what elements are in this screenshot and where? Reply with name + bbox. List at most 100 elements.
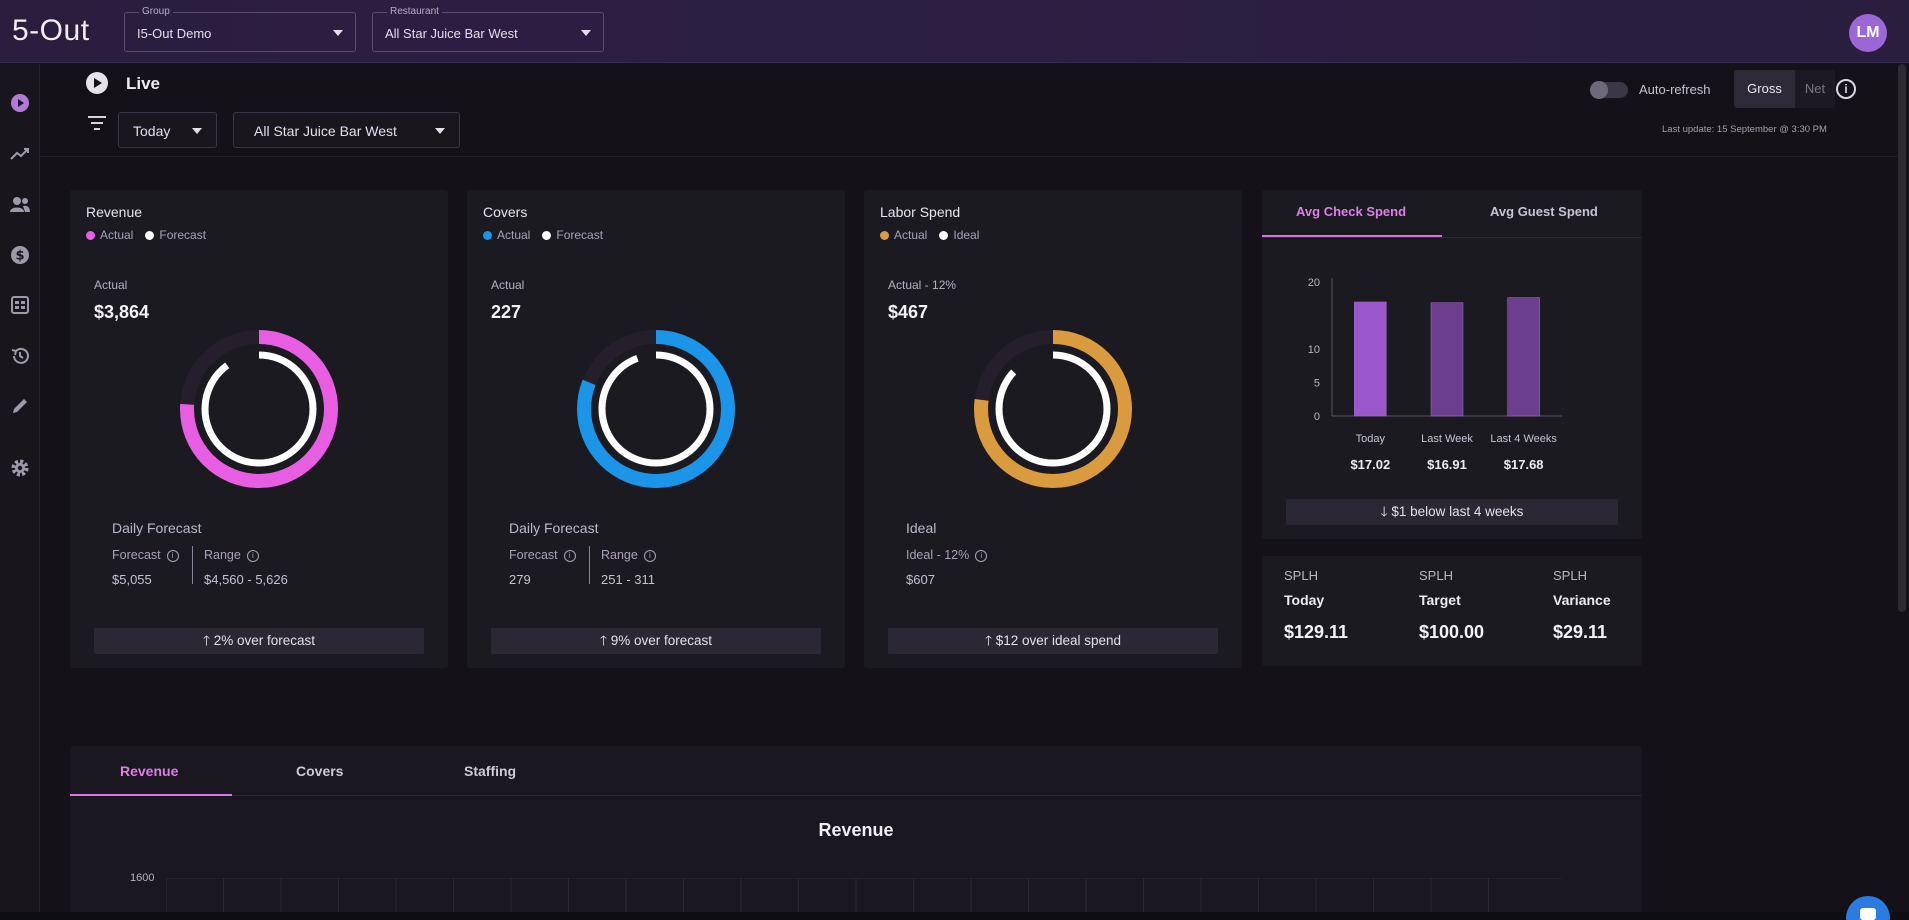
x-tick-label: Last 4 Weeks — [1490, 433, 1557, 445]
bar — [1354, 301, 1387, 417]
kpi-value: $3,864 — [94, 302, 150, 322]
bar-value-label: $17.02 — [1350, 457, 1391, 472]
splh-today: SPLH Today $129.11 — [1284, 568, 1348, 643]
info-icon[interactable]: i — [975, 550, 988, 562]
forecast-label-text: Forecast — [112, 548, 161, 562]
legend-label: Forecast — [556, 228, 604, 242]
legend-dot — [542, 230, 552, 240]
x-tick-label: Today — [1355, 433, 1385, 445]
scrollbar[interactable] — [1898, 64, 1906, 612]
arrow-up-icon: 🡑 — [202, 633, 214, 648]
history-icon[interactable] — [9, 345, 31, 367]
edit-icon[interactable] — [9, 395, 31, 417]
legend-label: Actual — [100, 228, 134, 242]
splh-value: $100.00 — [1419, 622, 1485, 642]
info-icon[interactable]: i — [166, 550, 179, 562]
trend-tabs: Revenue Covers Staffing — [70, 746, 1642, 796]
trends-icon[interactable] — [9, 143, 31, 165]
covers-donut — [577, 330, 735, 488]
bar — [1430, 302, 1464, 417]
legend-dot — [483, 230, 492, 240]
tab-avg-guest-spend[interactable]: Avg Guest Spend — [1490, 204, 1598, 219]
avatar[interactable]: LM — [1849, 14, 1887, 52]
card-title: Revenue — [86, 204, 143, 220]
forecast-value: 279 — [509, 572, 531, 587]
settings-icon[interactable] — [9, 457, 31, 479]
location-dropdown[interactable]: All Star Juice Bar West — [233, 112, 460, 148]
legend-label: Ideal — [953, 228, 980, 242]
info-icon[interactable]: i — [563, 550, 576, 562]
splh-label: SPLH — [1419, 568, 1453, 583]
y-tick-label: 10 — [1308, 344, 1320, 356]
legend: Actual Forecast — [483, 228, 603, 242]
y-tick-label: 1600 — [130, 872, 155, 884]
range-label: Range i — [204, 548, 259, 562]
dollar-icon[interactable]: $ — [9, 244, 31, 266]
chat-icon[interactable] — [1846, 896, 1890, 920]
donut-actual-ring — [577, 330, 735, 488]
forecast-label: Forecast i — [112, 548, 179, 562]
range-label: Range i — [601, 548, 656, 562]
legend-item-forecast: Forecast — [145, 228, 206, 242]
chevron-down-icon — [435, 128, 445, 134]
play-icon[interactable] — [86, 72, 108, 94]
kpi-value: 227 — [491, 302, 522, 322]
filter-icon[interactable] — [88, 116, 106, 130]
bar — [1507, 297, 1540, 417]
legend-label: Actual — [497, 228, 531, 242]
ideal-pct-label-text: Ideal - 12% — [906, 548, 970, 562]
status-banner: 🡓 $1 below last 4 weeks — [1286, 499, 1618, 525]
tab-staffing[interactable]: Staffing — [464, 763, 517, 779]
splh-panel: SPLH Today $129.11 SPLH Target $100.00 S… — [1262, 556, 1642, 666]
donut-actual-ring — [974, 330, 1132, 488]
period-dropdown[interactable]: Today — [118, 112, 217, 148]
status-banner: 🡑 2% over forecast — [94, 628, 424, 654]
splh-label: SPLH — [1553, 568, 1587, 583]
legend-item-actual: Actual — [86, 228, 133, 242]
splh-sublabel: Target — [1419, 592, 1461, 608]
chevron-down-icon — [581, 30, 591, 36]
bar-value-label: $16.91 — [1427, 457, 1467, 472]
y-tick-label: 20 — [1308, 277, 1320, 289]
group-select[interactable]: Group I5-Out Demo — [124, 6, 356, 52]
ideal-pct-label: Ideal - 12% i — [906, 548, 988, 562]
info-icon[interactable]: i — [643, 550, 656, 562]
users-icon[interactable] — [9, 193, 31, 215]
range-value: $4,560 - 5,626 — [204, 572, 288, 587]
range-label-text: Range — [204, 548, 241, 562]
auto-refresh-label: Auto-refresh — [1639, 82, 1711, 97]
splh-sublabel: Today — [1284, 592, 1325, 608]
divider — [40, 156, 1900, 157]
splh-value: $29.11 — [1553, 622, 1608, 642]
restaurant-select[interactable]: Restaurant All Star Juice Bar West — [372, 6, 604, 52]
divider — [192, 546, 193, 584]
live-icon[interactable] — [9, 92, 31, 114]
info-icon[interactable]: i — [1836, 79, 1856, 99]
legend: Actual Forecast — [86, 228, 206, 242]
period-dropdown-value: Today — [133, 123, 171, 139]
auto-refresh-toggle[interactable] — [1590, 81, 1628, 99]
gross-toggle-button[interactable]: Gross — [1734, 70, 1795, 108]
net-toggle-button[interactable]: Net — [1795, 70, 1835, 108]
tab-revenue[interactable]: Revenue — [120, 763, 179, 779]
forecast-label-text: Forecast — [509, 548, 558, 562]
chart-title: Revenue — [818, 820, 894, 840]
tab-covers[interactable]: Covers — [296, 763, 344, 779]
reports-icon[interactable] — [9, 294, 31, 316]
status-banner: 🡑 9% over forecast — [491, 628, 821, 654]
sidebar: $ — [0, 64, 40, 920]
covers-card: Covers Actual Forecast Actual 227 Daily … — [467, 190, 845, 668]
labor-donut — [974, 330, 1132, 488]
tab-avg-check-spend[interactable]: Avg Check Spend — [1296, 204, 1407, 219]
range-value: 251 - 311 — [601, 572, 655, 587]
group-select-value: I5-Out Demo — [137, 26, 212, 41]
status-banner-text: 2% over forecast — [213, 633, 316, 648]
kpi-label: Actual — [94, 278, 128, 292]
donut-forecast-ring — [598, 351, 714, 467]
splh-label: SPLH — [1284, 568, 1318, 583]
legend-item-forecast: Forecast — [542, 228, 603, 242]
chevron-down-icon — [192, 128, 202, 134]
info-icon[interactable]: i — [246, 550, 259, 562]
legend-dot — [880, 230, 889, 240]
arrow-up-icon: 🡑 — [984, 633, 996, 648]
